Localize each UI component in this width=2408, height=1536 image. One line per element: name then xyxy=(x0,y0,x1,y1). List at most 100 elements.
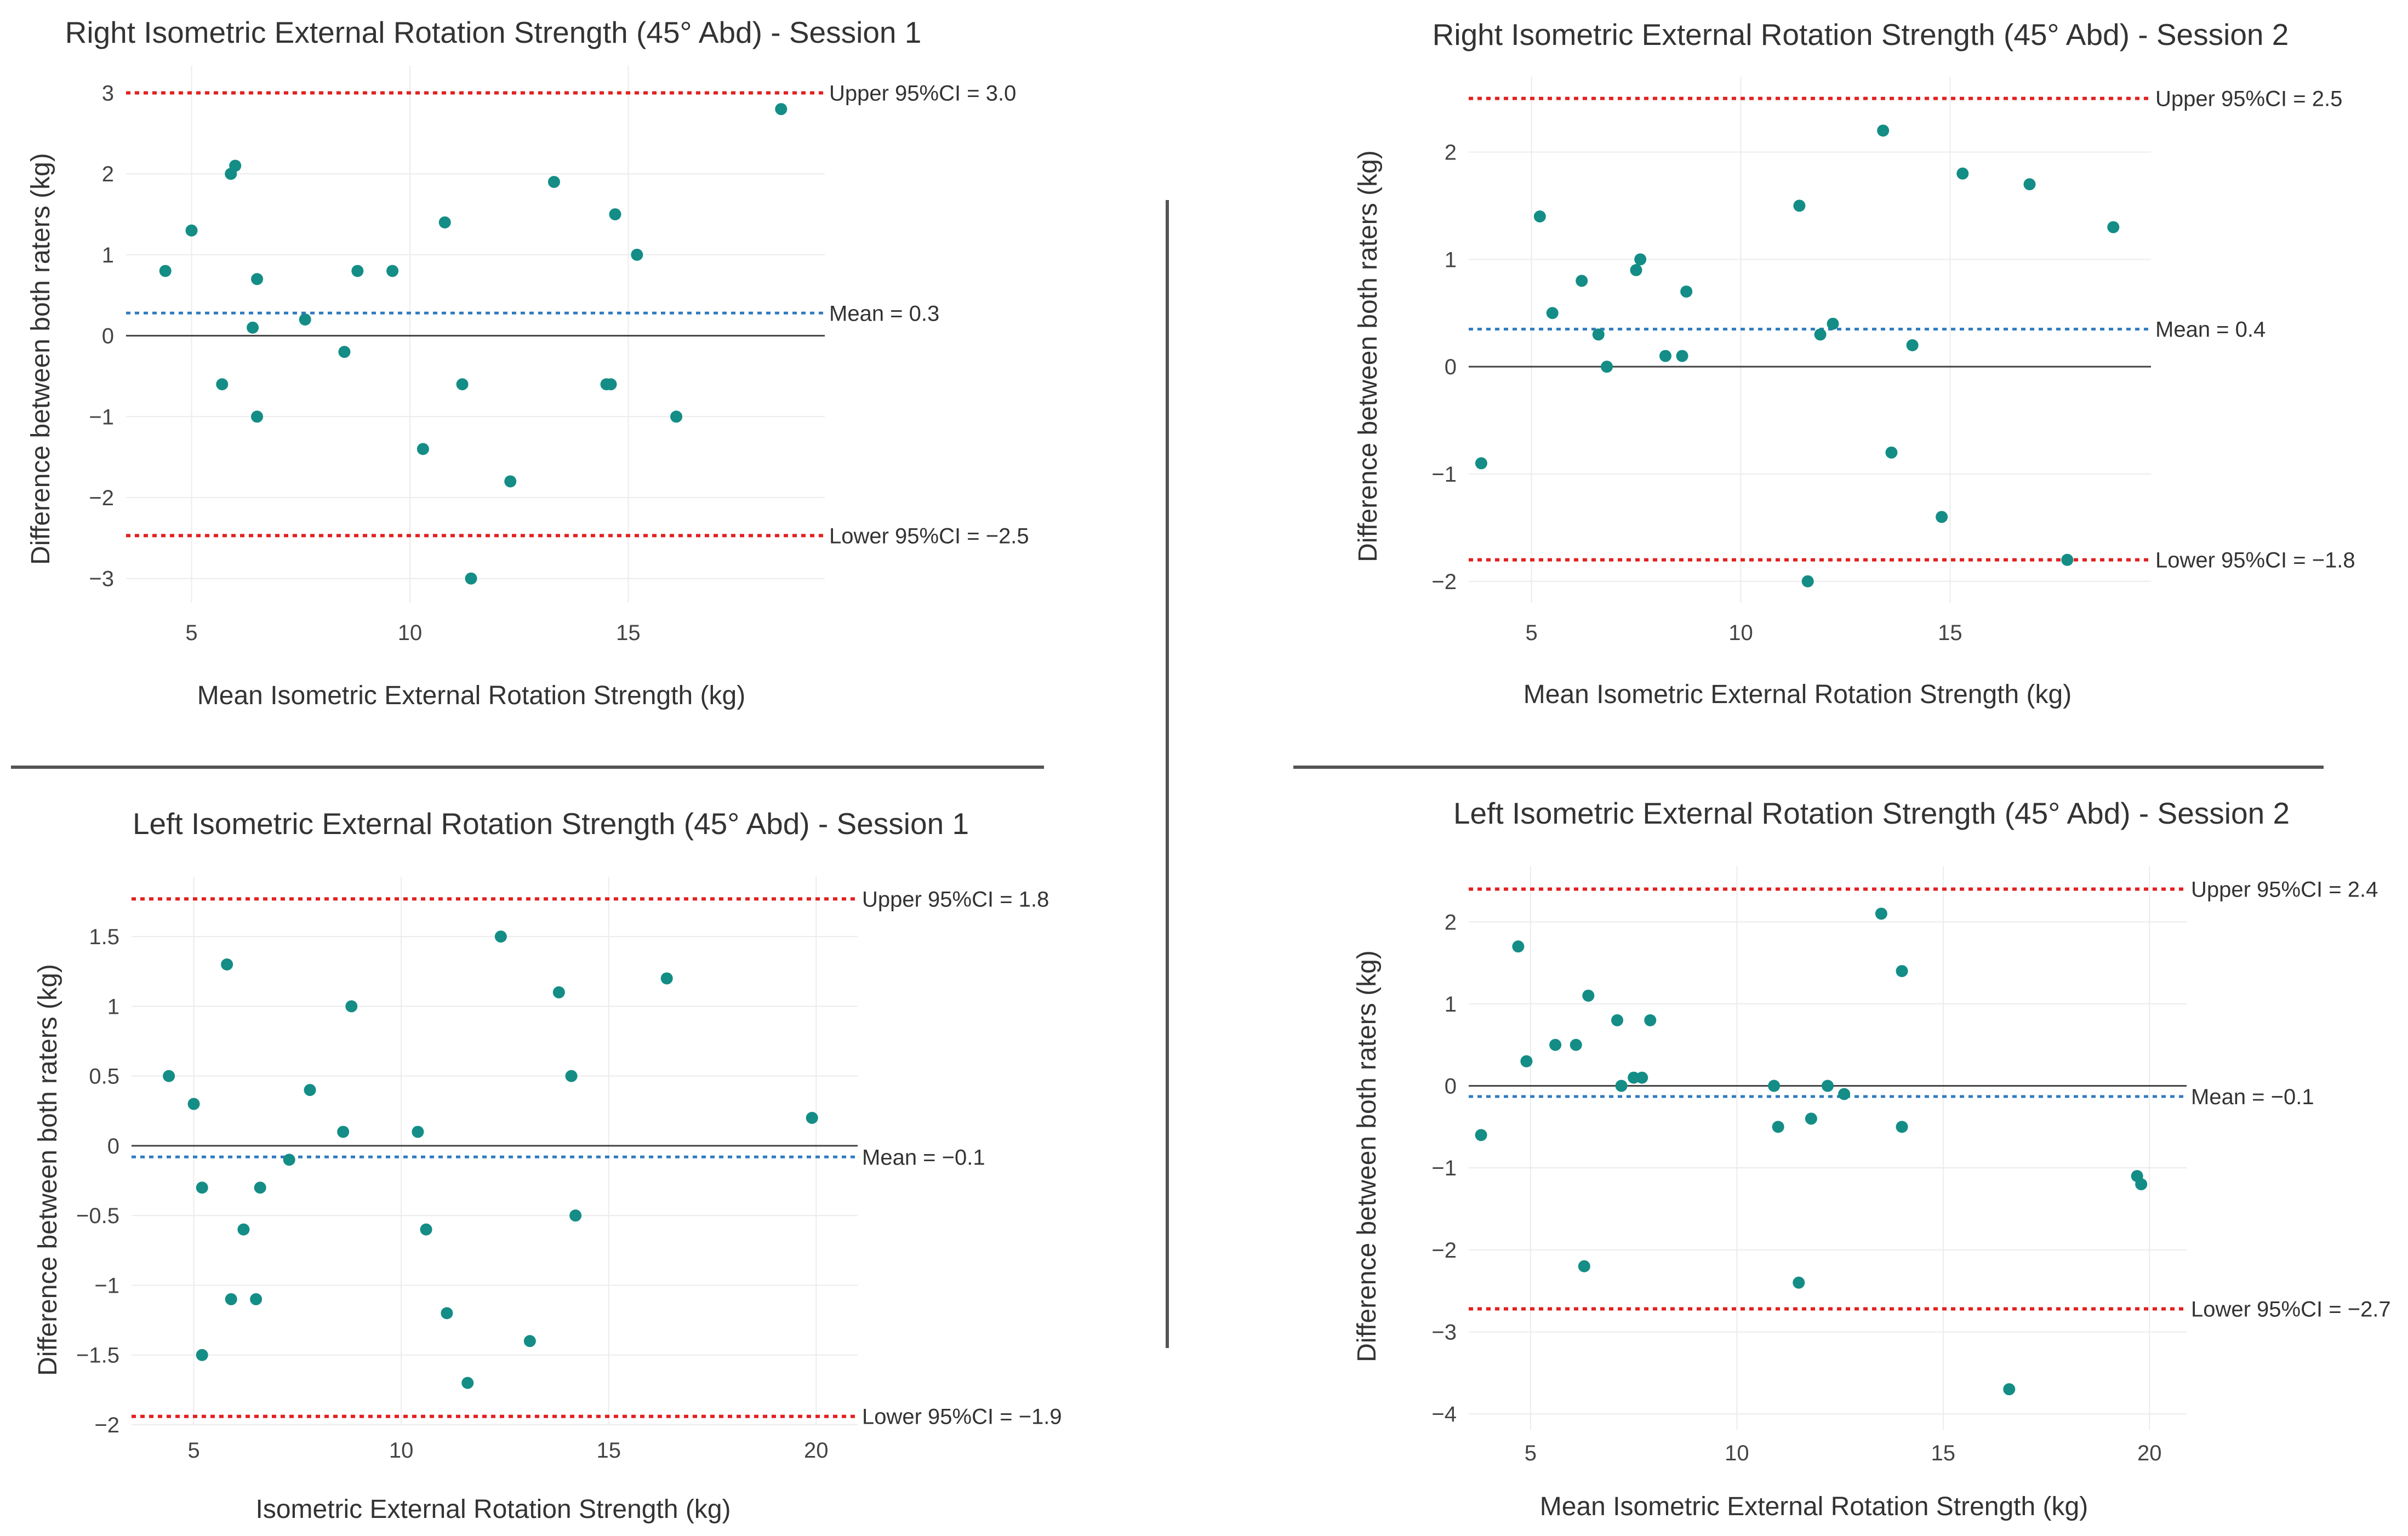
gridlines xyxy=(126,66,825,603)
upper-95ci-label: Upper 95%CI = 2.5 xyxy=(2155,87,2342,111)
data-point xyxy=(254,1181,266,1194)
y-tick-label: −3 xyxy=(89,567,114,591)
y-tick-label: 1 xyxy=(107,995,119,1019)
chart-title: Left Isometric External Rotation Strengt… xyxy=(133,807,969,841)
chart-title: Right Isometric External Rotation Streng… xyxy=(1433,18,2289,52)
data-points xyxy=(1475,124,2120,587)
data-point xyxy=(1582,989,1595,1002)
chart-left-session-1: Upper 95%CI = 1.8 Mean = −0.1 Lower 95%CI … xyxy=(33,807,1062,1524)
y-axis-title: Difference between both raters (kg) xyxy=(1353,950,1382,1362)
data-point xyxy=(465,572,477,585)
x-tick-label: 15 xyxy=(616,621,641,645)
data-point xyxy=(1906,339,1919,351)
data-point xyxy=(237,1223,250,1236)
data-point xyxy=(2003,1383,2016,1396)
x-tick-labels: 5 10 15 20 xyxy=(187,1438,828,1463)
x-tick-label: 10 xyxy=(389,1438,414,1463)
data-points xyxy=(1475,907,2148,1396)
lower-95ci-label: Lower 95%CI = −1.8 xyxy=(2155,549,2355,573)
data-point xyxy=(1644,1014,1657,1026)
x-tick-label: 5 xyxy=(187,1438,199,1463)
data-point xyxy=(1838,1088,1851,1100)
chart-title: Right Isometric External Rotation Streng… xyxy=(65,15,922,49)
data-point xyxy=(187,1098,200,1110)
data-point xyxy=(1578,1260,1590,1272)
data-point xyxy=(1822,1080,1834,1092)
data-point xyxy=(1533,210,1546,222)
data-point xyxy=(1896,1121,1908,1133)
data-point xyxy=(552,986,565,998)
data-point xyxy=(456,378,469,391)
data-point xyxy=(1570,1038,1582,1051)
gridlines xyxy=(1469,77,2151,603)
data-point xyxy=(1875,907,1887,920)
x-tick-label: 5 xyxy=(1525,621,1537,645)
data-point xyxy=(185,224,198,237)
y-tick-labels: −4 −3 −2 −1 0 1 2 xyxy=(1431,910,1457,1426)
data-point xyxy=(283,1154,295,1166)
y-axis-title: Difference between both raters (kg) xyxy=(26,153,55,565)
x-axis-title: Mean Isometric External Rotation Strengt… xyxy=(1540,1492,2088,1521)
y-tick-label: 1 xyxy=(1445,248,1457,272)
data-point xyxy=(304,1084,316,1097)
data-point xyxy=(1628,1071,1640,1084)
data-points xyxy=(159,103,788,585)
data-point xyxy=(338,346,351,358)
reference-lines: Upper 95%CI = 1.8 Mean = −0.1 Lower 95%CI … xyxy=(132,887,1062,1429)
y-tick-label: 2 xyxy=(1445,141,1457,165)
x-tick-label: 15 xyxy=(1931,1441,1956,1465)
data-point xyxy=(523,1335,536,1347)
data-point xyxy=(438,216,451,229)
y-tick-labels: −2 −1 0 1 2 xyxy=(1431,141,1457,594)
y-tick-label: 1.5 xyxy=(89,925,119,949)
y-tick-label: −2 xyxy=(94,1413,119,1437)
data-point xyxy=(159,265,172,277)
data-point xyxy=(1801,575,1814,587)
data-point xyxy=(2023,178,2036,191)
y-tick-label: 0.5 xyxy=(89,1065,119,1089)
gridlines xyxy=(132,877,858,1425)
data-point xyxy=(2135,1178,2148,1191)
data-point xyxy=(196,1181,208,1194)
data-point xyxy=(299,313,311,326)
data-point xyxy=(1546,307,1559,319)
data-point xyxy=(631,248,643,261)
mean-label: Mean = 0.4 xyxy=(2155,318,2266,342)
data-point xyxy=(604,378,617,391)
data-point xyxy=(345,1000,358,1013)
data-point xyxy=(1885,446,1898,459)
data-point xyxy=(670,410,683,423)
data-point xyxy=(337,1126,350,1138)
chart-right-session-2: Upper 95%CI = 2.5 Mean = 0.4 Lower 95%CI =… xyxy=(1354,18,2355,709)
chart-right-session-1: Upper 95%CI = 3.0 Mean = 0.3 Lower 95%CI =… xyxy=(26,15,1029,710)
y-tick-label: −4 xyxy=(1431,1402,1457,1426)
upper-95ci-label: Upper 95%CI = 1.8 xyxy=(862,887,1049,911)
data-point xyxy=(163,1070,175,1082)
data-point xyxy=(494,930,507,943)
x-tick-label: 20 xyxy=(804,1438,829,1463)
reference-lines: Upper 95%CI = 2.4 Mean = −0.1 Lower 95%CI … xyxy=(1469,877,2391,1322)
y-tick-labels: −2 −1.5 −1 −0.5 0 0.5 1 1.5 xyxy=(76,925,119,1437)
x-axis-title: Mean Isometric External Rotation Strengt… xyxy=(1523,680,2072,709)
data-point xyxy=(1636,1071,1648,1084)
data-point xyxy=(351,265,364,277)
y-tick-labels: −3 −2 −1 0 1 2 3 xyxy=(89,82,114,591)
x-tick-labels: 5 10 15 xyxy=(1525,621,1962,645)
chart-title: Left Isometric External Rotation Strengt… xyxy=(1453,796,2290,830)
data-point xyxy=(416,443,429,455)
x-tick-label: 15 xyxy=(596,1438,621,1463)
data-points xyxy=(163,930,818,1389)
mean-label: Mean = −0.1 xyxy=(862,1145,985,1169)
data-point xyxy=(1936,511,1948,523)
y-tick-label: 0 xyxy=(102,324,114,349)
y-tick-label: 1 xyxy=(1445,992,1457,1017)
data-point xyxy=(1611,1014,1624,1026)
data-point xyxy=(251,410,264,423)
y-tick-label: −2 xyxy=(89,486,114,510)
y-tick-label: 0 xyxy=(1445,1075,1457,1099)
data-point xyxy=(1475,1129,1487,1141)
y-tick-label: −1 xyxy=(1431,462,1457,487)
data-point xyxy=(1676,350,1688,362)
data-point xyxy=(216,378,229,391)
data-point xyxy=(1630,264,1642,276)
